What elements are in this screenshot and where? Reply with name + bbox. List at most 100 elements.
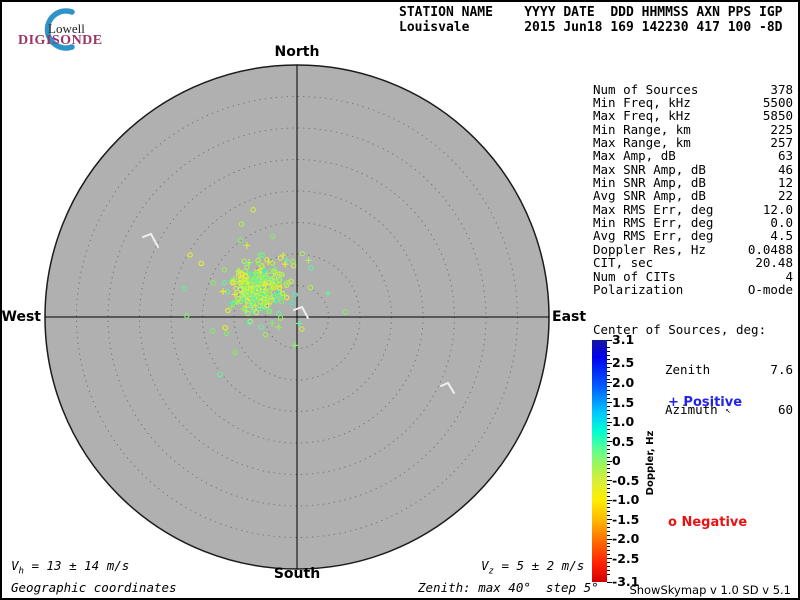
- source-point: [223, 330, 230, 337]
- source-point: [262, 281, 269, 287]
- source-point: [342, 309, 349, 315]
- colorbar-minor-tick: [607, 437, 610, 439]
- source-point: [247, 277, 254, 284]
- colorbar-axis-label: Doppler, Hz: [645, 430, 656, 496]
- source-point: [235, 296, 242, 302]
- compass-west-label: West: [1, 309, 41, 325]
- horizontal-velocity-text: Vh = 13 ± 14 m/s: [11, 558, 130, 577]
- colorbar-minor-tick: [607, 444, 610, 446]
- stat-label: Min SNR Amp, dB: [593, 175, 706, 191]
- colorbar-minor-tick: [607, 413, 610, 415]
- colorbar-minor-tick: [607, 569, 610, 571]
- stat-value: 7.6: [770, 361, 793, 377]
- lowell-digisonde-logo: Lowell DIGISONDE: [14, 4, 134, 51]
- colorbar-tick-label: -2.5: [612, 550, 640, 566]
- colorbar-minor-tick: [607, 534, 610, 536]
- source-point: [243, 242, 251, 249]
- source-point: [258, 324, 264, 331]
- stat-row: Num of Sources 378: [593, 82, 793, 96]
- colorbar-minor-tick: [607, 374, 610, 376]
- colorbar-minor-tick: [607, 390, 610, 392]
- colorbar-minor-tick: [607, 448, 610, 450]
- colorbar-tick-label: -3.1: [612, 574, 640, 589]
- colorbar-major-tick: [607, 558, 612, 560]
- source-point: [269, 277, 275, 283]
- source-point: [262, 331, 269, 338]
- colorbar-minor-tick: [607, 530, 610, 532]
- colorbar-minor-tick: [607, 554, 610, 556]
- colorbar-minor-tick: [607, 573, 610, 575]
- source-point: [255, 279, 261, 285]
- source-point: [237, 279, 243, 286]
- stat-value: 4: [785, 268, 793, 284]
- stat-label: CIT, sec: [593, 255, 654, 271]
- source-point: [181, 285, 188, 292]
- stat-value: 12: [777, 175, 793, 191]
- source-point: [241, 290, 248, 296]
- colorbar-major-tick: [607, 480, 612, 481]
- source-point: [251, 298, 257, 304]
- source-point: [243, 273, 250, 280]
- stat-value: 257: [770, 135, 793, 151]
- stat-value: 12.0: [762, 201, 793, 217]
- colorbar-minor-tick: [607, 370, 610, 372]
- source-point: [221, 267, 228, 273]
- stat-label: Max Amp, dB: [593, 148, 676, 164]
- source-point: [267, 268, 274, 274]
- source-point: [260, 267, 268, 274]
- stat-row: Max SNR Amp, dB 46: [593, 162, 793, 176]
- white-vector-glyphs: [142, 232, 455, 394]
- colorbar-minor-tick: [607, 433, 610, 435]
- stat-value: 0.0488: [747, 241, 793, 257]
- source-point: [299, 250, 305, 257]
- colorbar-tick-label: 1.5: [612, 394, 635, 410]
- doppler-colorbar: [592, 340, 607, 582]
- colorbar-minor-tick: [607, 394, 610, 396]
- colorbar-minor-tick: [607, 355, 610, 357]
- source-point: [245, 310, 251, 317]
- source-point: [257, 252, 263, 258]
- stat-value: 5500: [762, 95, 793, 111]
- white-glyph: [440, 381, 455, 394]
- colorbar-minor-tick: [607, 378, 610, 380]
- coordinates-text: Geographic coordinates: [11, 580, 177, 595]
- azimuth-direction-icon: ↖: [725, 405, 731, 416]
- source-point: [266, 280, 272, 286]
- source-point: [247, 318, 253, 325]
- white-glyph: [142, 232, 159, 248]
- colorbar-minor-tick: [607, 550, 610, 552]
- stat-row: Min RMS Err, deg 0.0: [593, 216, 793, 230]
- source-point: [263, 297, 269, 304]
- colorbar-minor-tick: [607, 456, 610, 458]
- colorbar-minor-tick: [607, 495, 610, 497]
- center-of-sources-header: Center of Sources, deg:: [593, 321, 767, 337]
- source-point: [254, 287, 260, 293]
- source-point: [210, 280, 216, 286]
- source-point: [255, 260, 262, 266]
- white-glyph: [293, 305, 309, 319]
- version-text: ShowSkymap v 1.0 SD v 5.1: [629, 583, 791, 597]
- colorbar-tick-label: 2.5: [612, 355, 635, 371]
- source-point: [222, 324, 228, 331]
- colorbar-minor-tick: [607, 483, 610, 485]
- header-values: Louisvale 2015 Jun18 169 142230 417 100 …: [399, 19, 783, 35]
- stat-row: Num of CITs 4: [593, 268, 793, 284]
- source-point: [261, 274, 268, 281]
- stat-row: Max RMS Err, deg 12.0: [593, 201, 793, 217]
- stat-label: Min Freq, kHz: [593, 95, 691, 111]
- stat-label: Azimuth ↖: [665, 401, 731, 417]
- station-header: STATION NAME YYYY DATE DDD HHMMSS AXN PP…: [399, 5, 783, 35]
- source-point: [231, 291, 239, 298]
- colorbar-tick-label: 3.1: [612, 332, 635, 347]
- colorbar-minor-tick: [607, 515, 610, 517]
- colorbar-tick-label: 0.5: [612, 433, 635, 449]
- colorbar-minor-tick: [607, 562, 610, 563]
- colorbar-minor-tick: [607, 351, 610, 353]
- source-point: [250, 207, 256, 213]
- colorbar-minor-tick: [607, 565, 610, 567]
- source-point: [282, 280, 289, 287]
- stat-row-azimuth: Azimuth ↖ 60: [593, 403, 793, 419]
- stat-label: Max RMS Err, deg: [593, 201, 714, 217]
- header-columns: STATION NAME YYYY DATE DDD HHMMSS AXN PP…: [399, 5, 783, 20]
